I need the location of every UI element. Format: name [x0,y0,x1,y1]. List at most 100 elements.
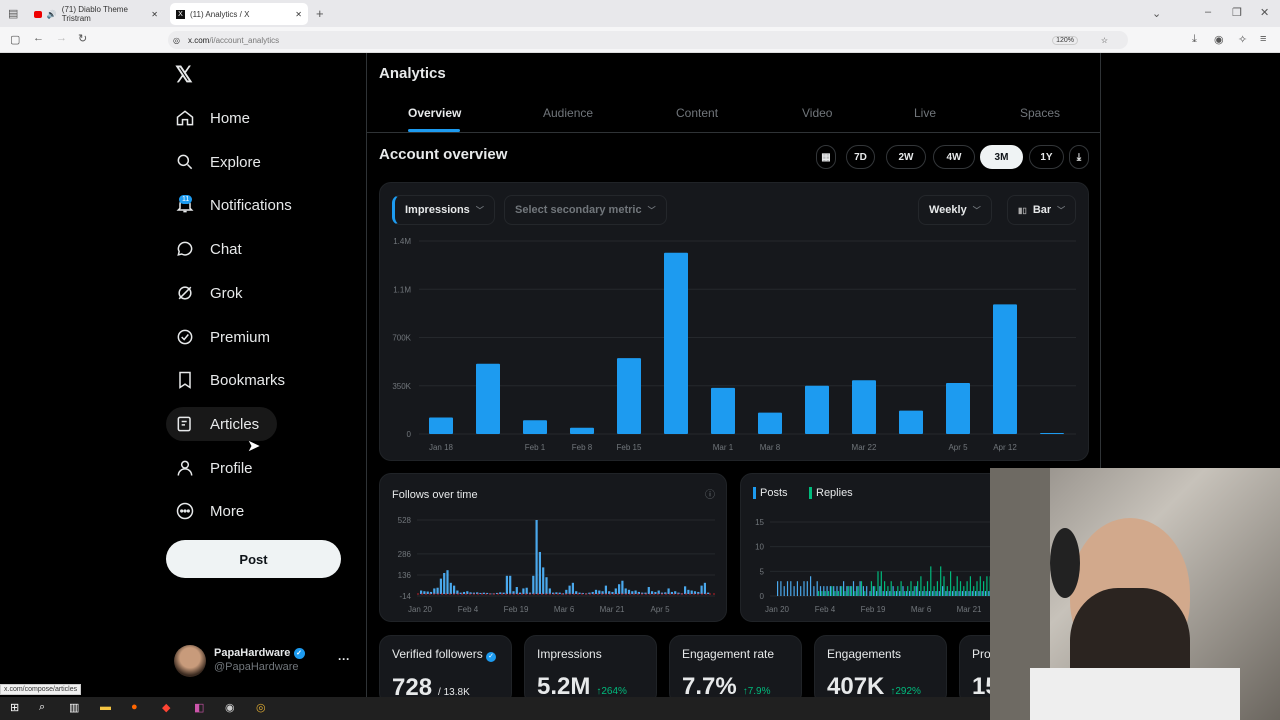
bar-replies [946,586,948,596]
more-options-icon[interactable]: ··· [338,652,350,666]
y-tick-label: 286 [398,550,412,559]
range-2w[interactable]: 2W [886,145,926,169]
bar [667,588,670,595]
extensions-icon[interactable]: ✧ [1238,34,1248,46]
chart-type-dropdown[interactable]: ▮▯ Bar ﹀ [1007,195,1077,225]
account-switcher[interactable]: PapaHardware ✓ @PapaHardware [214,647,305,673]
bar [542,567,545,595]
stat-card[interactable]: Impressions 5.2M ↑264% [524,635,657,705]
tab-audience[interactable]: Audience [543,106,594,120]
bar [423,591,426,595]
avatar[interactable] [174,645,206,677]
range-3m[interactable]: 3M [980,145,1023,169]
range-1y[interactable]: 1Y [1029,145,1064,169]
obs-icon[interactable]: ◉ [225,702,235,714]
sidebar-item-notifications[interactable]: Notifications [166,188,310,222]
chevron-down-icon: ﹀ [1057,205,1066,215]
bar-posts [826,586,828,596]
legend-replies[interactable]: Replies [809,487,853,499]
range-7d[interactable]: 7D [846,145,875,169]
bar-posts [912,591,914,596]
primary-metric-dropdown[interactable]: Impressions ﹀ [392,195,495,225]
browser-tab-analytics[interactable]: X (11) Analytics / X ✕ [170,3,308,25]
close-window-icon[interactable]: ✕ [1260,7,1270,19]
sidebar-item-bookmarks[interactable]: Bookmarks [166,363,303,397]
sidebar-item-more[interactable]: More [166,494,262,528]
bar [677,592,680,595]
sidebar-item-premium[interactable]: Premium [166,320,288,354]
app-icon[interactable]: ◎ [256,702,266,714]
tab-live[interactable]: Live [914,106,937,120]
tab-spaces[interactable]: Spaces [1020,106,1061,120]
download-icon[interactable]: ⤓ [1069,145,1089,169]
sidebar-item-profile[interactable]: Profile [166,451,271,485]
bar-posts [800,586,802,596]
menu-icon[interactable]: ≡ [1260,33,1267,45]
bar-posts [843,581,845,596]
extension-icon[interactable]: ◉ [1214,34,1224,46]
firefox-icon[interactable]: ● [131,701,138,713]
browser-tab-youtube[interactable]: 🔊 (71) Diablo Theme Tristram ✕ [28,3,164,25]
sidebar-item-grok[interactable]: Grok [166,276,261,310]
bar [515,587,518,595]
y-tick-label: 1.1M [393,285,411,294]
sidebar-item-label: Bookmarks [210,371,286,389]
post-button[interactable]: Post [166,540,341,578]
sidebar-item-chat[interactable]: Chat [166,232,260,266]
tab-list-icon[interactable]: ⌄ [1152,8,1162,20]
range-4w[interactable]: 4W [933,145,975,169]
file-explorer-icon[interactable]: ▬ [100,701,111,713]
url-input[interactable]: ◎ x.com/i/account_analytics 120% ☆ [168,31,1128,49]
legend-posts[interactable]: Posts [753,487,788,499]
close-tab-icon[interactable]: ✕ [295,9,302,19]
new-tab-icon[interactable]: + [316,6,324,21]
chart-type-label: Bar [1032,204,1052,216]
bar [805,385,829,434]
stat-card[interactable]: Engagements 407K ↑292% [814,635,947,705]
info-icon[interactable]: ⓘ [705,490,715,501]
minimize-icon[interactable]: – [1205,6,1212,18]
x-tick-label: Mar 8 [760,443,781,452]
bar [684,586,687,595]
x-logo-icon[interactable]: 𝕏 [175,62,193,87]
tab-actions-icon[interactable]: ▤ [8,8,19,20]
stat-card[interactable]: Engagement rate 7.7% ↑7.9% [669,635,802,705]
sidebar-item-explore[interactable]: Explore [166,145,279,179]
brave-icon[interactable]: ◆ [162,702,171,714]
sidebar-item-home[interactable]: Home [166,101,268,135]
windows-start-icon[interactable]: ⊞ [10,702,20,714]
interval-dropdown[interactable]: Weekly ﹀ [918,195,992,225]
bookmark-star-icon[interactable]: ☆ [1100,35,1108,45]
bar [611,591,614,595]
search-icon[interactable]: ⌕ [39,701,46,713]
stat-card[interactable]: Verified followers ✓ 728 / 13.8K [379,635,512,705]
forward-icon[interactable]: → [56,32,67,44]
bar [538,551,541,595]
y-tick-label: 15 [755,518,764,527]
back-icon[interactable]: ← [33,32,44,44]
zoom-level[interactable]: 120% [1052,35,1078,45]
bar [453,585,456,595]
tab-overview[interactable]: Overview [408,106,462,120]
task-view-icon[interactable]: ▥ [69,702,80,714]
bar [499,592,502,595]
user-name: PapaHardware [214,647,291,659]
calendar-icon[interactable]: ▦ [816,145,836,169]
bar-posts [918,591,921,596]
bar-posts [862,586,864,596]
restore-icon[interactable]: ❐ [1232,7,1242,19]
sidebar-toggle-icon[interactable]: ▢ [10,34,21,46]
app-icon[interactable]: ◧ [194,702,205,714]
bar [439,578,442,595]
tab-content[interactable]: Content [676,106,719,120]
tab-video[interactable]: Video [802,106,833,120]
downloads-icon[interactable]: ⤓ [1192,33,1197,45]
reload-icon[interactable]: ↻ [78,33,88,45]
divider [366,53,367,697]
sidebar-item-articles[interactable]: Articles [166,407,278,441]
secondary-metric-dropdown[interactable]: Select secondary metric ﹀ [504,195,667,225]
bar-posts [905,591,907,596]
bar-posts [928,591,930,596]
close-tab-icon[interactable]: ✕ [151,9,158,19]
bar [631,591,634,595]
